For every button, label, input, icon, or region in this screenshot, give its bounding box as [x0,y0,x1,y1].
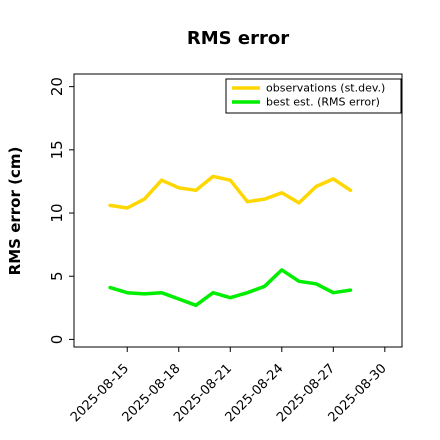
y-tick-label: 0 [48,335,66,345]
series-line-1 [108,174,353,210]
series-line-2 [108,268,353,308]
plot-area [73,73,403,348]
series-lines [108,174,353,308]
x-axis: 2025-08-152025-08-182025-08-212025-08-24… [68,347,390,425]
legend-label-1: observations (st.dev.) [266,82,385,95]
y-tick-label: 20 [48,77,66,96]
y-axis: 0 5 10 15 20 [48,77,74,344]
legend: observations (st.dev.)best est. (RMS err… [225,78,402,114]
y-tick-label: 15 [48,140,66,159]
chart-title: RMS error [187,28,289,49]
y-axis-label: RMS error (cm) [6,147,24,276]
y-tick-label: 10 [48,203,66,222]
legend-box [225,78,402,114]
y-tick-label: 5 [48,271,66,281]
legend-label-2: best est. (RMS error) [266,96,380,109]
